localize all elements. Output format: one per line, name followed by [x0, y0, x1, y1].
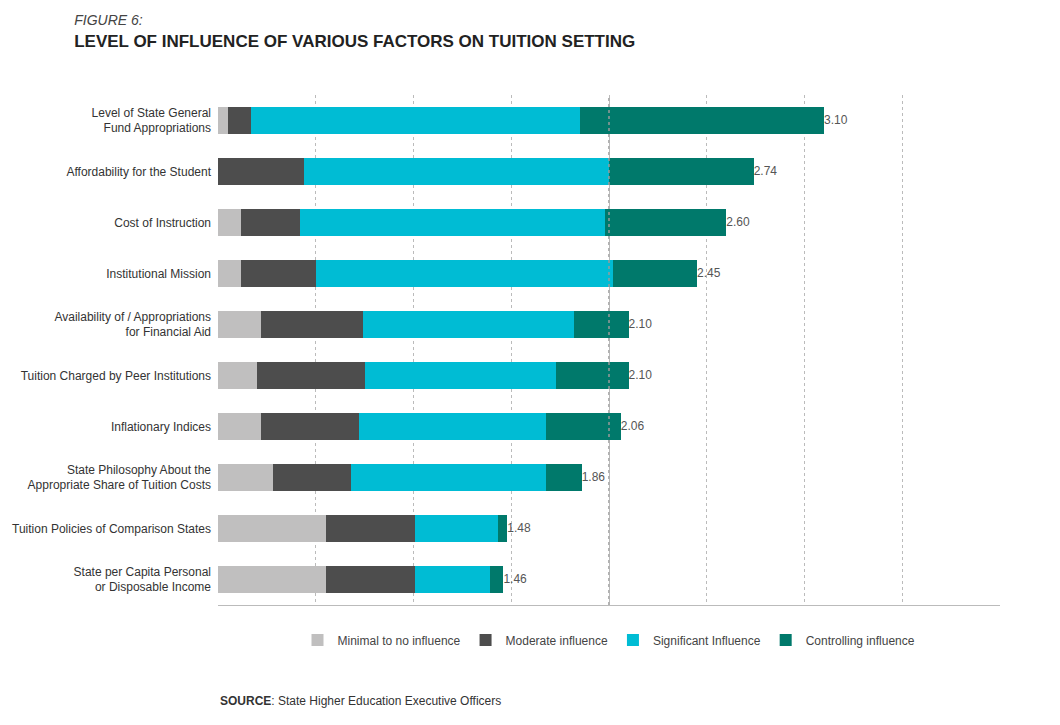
svg-text:2.10: 2.10: [629, 368, 653, 382]
svg-text:SOURCE: State Higher Education: SOURCE: State Higher Education Executive…: [220, 694, 501, 708]
svg-text:Affordability for the Student: Affordability for the Student: [66, 165, 211, 179]
svg-text:Controlling influence: Controlling influence: [806, 634, 915, 648]
svg-text:1.48: 1.48: [507, 521, 531, 535]
svg-text:State per Capita Personalor Di: State per Capita Personalor Disposable I…: [74, 565, 212, 595]
svg-text:Institutional Mission: Institutional Mission: [106, 267, 211, 281]
svg-text:1.46: 1.46: [503, 572, 527, 586]
svg-text:1.86: 1.86: [582, 470, 606, 484]
svg-text:State Philosophy About theAppr: State Philosophy About theAppropriate Sh…: [28, 463, 212, 493]
svg-text:Cost of Instruction: Cost of Instruction: [114, 216, 211, 230]
svg-text:2.60: 2.60: [726, 215, 750, 229]
svg-text:Inflationary Indices: Inflationary Indices: [111, 420, 211, 434]
svg-text:2.74: 2.74: [754, 164, 778, 178]
svg-text:Tuition Policies of Comparison: Tuition Policies of Comparison States: [12, 522, 211, 536]
svg-text:Minimal to no influence: Minimal to no influence: [338, 634, 461, 648]
svg-text:2.06: 2.06: [621, 419, 645, 433]
svg-text:Availability of / Appropriatio: Availability of / Appropriationsfor Fina…: [54, 310, 211, 340]
svg-text:2.10: 2.10: [629, 317, 653, 331]
svg-text:FIGURE 6:LEVEL OF INFLUENCE OF: FIGURE 6:LEVEL OF INFLUENCE OF VARIOUS F…: [74, 12, 635, 51]
svg-text:Significant Influence: Significant Influence: [653, 634, 761, 648]
svg-text:Moderate influence: Moderate influence: [506, 634, 608, 648]
svg-text:2.45: 2.45: [697, 266, 721, 280]
svg-text:Level of State GeneralFund App: Level of State GeneralFund Appropriation…: [92, 106, 211, 136]
svg-text:3.10: 3.10: [824, 113, 848, 127]
svg-text:Tuition Charged by Peer Instit: Tuition Charged by Peer Institutions: [21, 369, 211, 383]
